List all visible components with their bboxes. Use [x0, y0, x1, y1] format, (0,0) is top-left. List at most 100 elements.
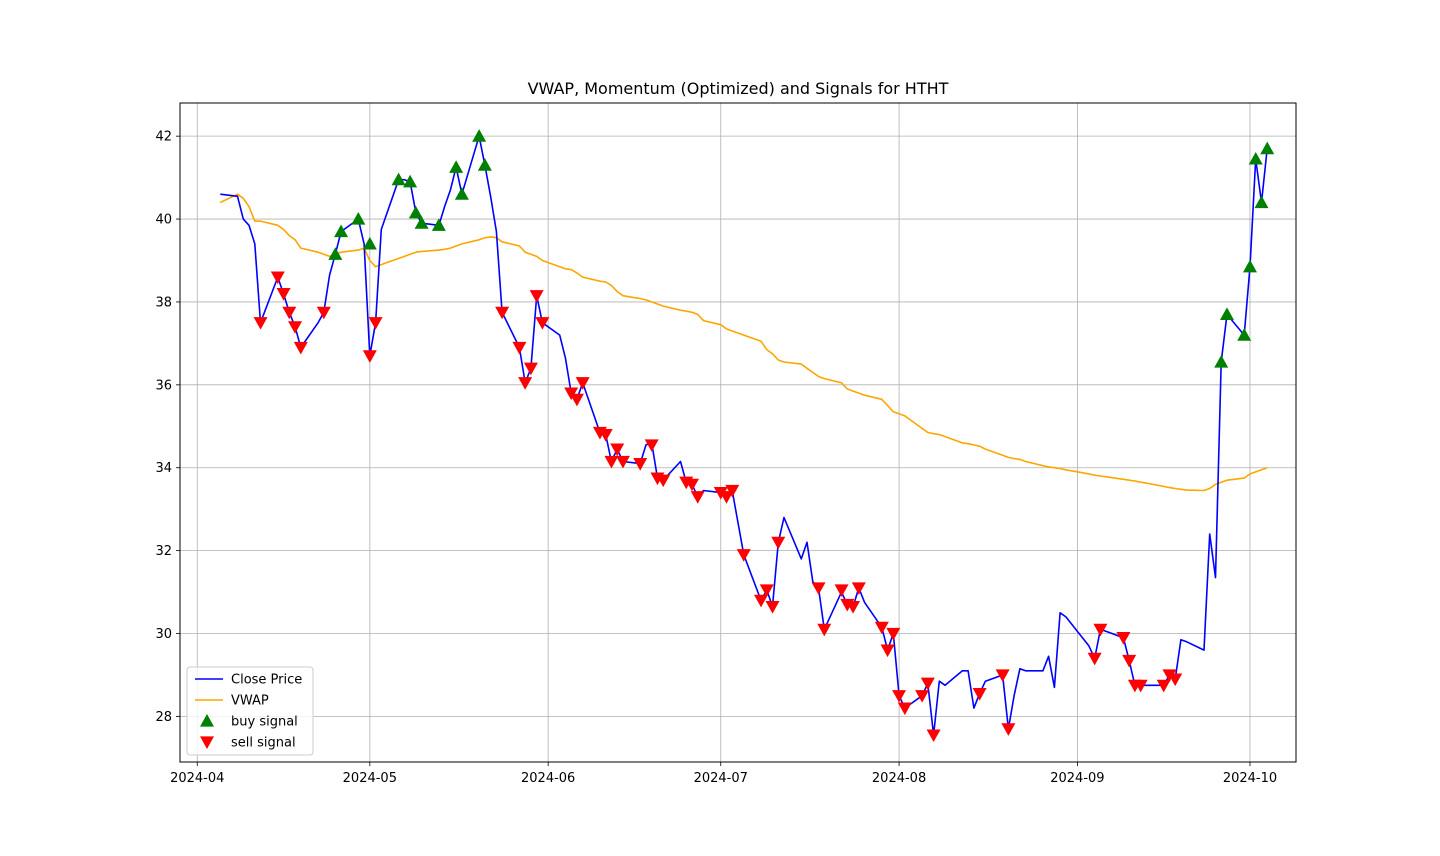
sell-signal-marker	[684, 478, 699, 492]
sell-signal-marker	[759, 584, 774, 597]
chart-title: VWAP, Momentum (Optimized) and Signals f…	[528, 79, 949, 98]
buy-signal-marker	[403, 174, 418, 188]
sell-signal-marker	[1122, 654, 1137, 668]
y-tick-label: 36	[155, 378, 172, 393]
sell-signal-marker	[897, 702, 912, 716]
y-tick-label: 42	[155, 130, 172, 145]
sell-signal-marker	[615, 455, 630, 469]
grid	[180, 103, 1296, 762]
buy-signal-marker	[1237, 328, 1252, 341]
buy-signal-marker	[477, 158, 492, 171]
sell-signal-marker	[771, 536, 786, 550]
x-tick-label: 2024-08	[872, 771, 926, 786]
sell-signal-marker	[972, 688, 987, 701]
sell-signal-marker	[846, 600, 861, 614]
sell-signal-marker	[575, 377, 590, 390]
signal-markers	[253, 129, 1275, 743]
buy-signal-marker	[1260, 141, 1275, 155]
x-tick-label: 2024-05	[343, 771, 397, 786]
sell-signal-marker	[725, 484, 740, 498]
sell-signal-marker	[656, 474, 671, 488]
sell-signal-marker	[288, 321, 303, 334]
buy-signal-marker	[351, 212, 366, 225]
buy-signal-marker	[1214, 355, 1229, 368]
y-tick-label: 38	[155, 295, 172, 310]
buy-signal-marker	[362, 236, 377, 250]
sell-signal-marker	[270, 271, 285, 285]
sell-signal-marker	[512, 341, 527, 355]
sell-signal-marker	[1133, 679, 1148, 693]
legend-label: sell signal	[231, 736, 296, 751]
sell-signal-marker	[920, 677, 935, 691]
buy-signal-marker	[334, 224, 349, 238]
sell-signal-marker	[690, 491, 705, 504]
buy-signal-marker	[408, 205, 423, 219]
y-tick-label: 34	[155, 461, 172, 476]
sell-signal-marker	[529, 290, 544, 303]
sell-signal-marker	[598, 428, 613, 442]
buy-signal-marker	[1219, 307, 1234, 320]
sell-signal-marker	[880, 644, 895, 658]
x-tick-label: 2024-06	[521, 771, 575, 786]
sell-signal-marker	[765, 600, 780, 614]
sell-signal-marker	[518, 377, 533, 390]
sell-signal-marker	[276, 288, 291, 301]
sell-signal-marker	[811, 582, 826, 595]
sell-signal-marker	[834, 584, 849, 597]
sell-signal-marker	[253, 317, 268, 330]
sell-signal-marker	[604, 455, 619, 469]
sell-signal-marker	[1156, 679, 1171, 693]
buy-signal-marker	[431, 218, 446, 231]
sell-signal-marker	[995, 669, 1010, 682]
sell-signal-marker	[644, 439, 659, 452]
y-tick-label: 32	[155, 544, 172, 559]
y-axis: 28 30 32 34 36 38 40 42	[155, 130, 180, 725]
sell-signal-marker	[874, 621, 889, 635]
sell-signal-marker	[1001, 723, 1016, 736]
buy-signal-marker	[454, 187, 469, 200]
sell-signal-marker	[1093, 623, 1108, 637]
sell-signal-marker	[886, 627, 901, 641]
legend-sell-swatch	[200, 736, 214, 749]
y-tick-label: 30	[155, 627, 172, 642]
sell-signal-marker	[316, 306, 331, 320]
legend-box	[186, 666, 314, 756]
legend-buy-swatch	[200, 714, 214, 727]
sell-signal-marker	[569, 393, 584, 407]
sell-signal-marker	[736, 549, 751, 562]
sell-signal-marker	[1116, 632, 1131, 645]
plot-area	[180, 103, 1296, 762]
legend-label: buy signal	[231, 715, 298, 730]
sell-signal-marker	[535, 317, 550, 330]
sell-signal-marker	[362, 350, 377, 363]
x-axis: 2024-04 2024-05 2024-06 2024-07 2024-08 2024-…	[170, 762, 1277, 786]
sell-signal-marker	[523, 362, 538, 376]
buy-signal-marker	[472, 129, 487, 142]
sell-signal-marker	[817, 623, 832, 637]
sell-signal-marker	[1087, 652, 1102, 666]
sell-signal-marker	[915, 690, 930, 703]
x-tick-label: 2024-09	[1050, 771, 1104, 786]
buy-signal-marker	[328, 247, 343, 260]
x-tick-label: 2024-10	[1223, 771, 1277, 786]
buy-signal-marker	[1242, 259, 1257, 273]
sell-signal-marker	[495, 306, 510, 320]
legend: Close Price VWAP buy signal sell signal	[186, 666, 314, 756]
sell-signal-marker	[368, 317, 383, 330]
x-tick-label: 2024-07	[694, 771, 748, 786]
legend-label: Close Price	[231, 673, 302, 688]
sell-signal-marker	[926, 729, 941, 743]
buy-signal-marker	[391, 172, 406, 186]
buy-signal-marker	[1248, 151, 1263, 165]
legend-label: VWAP	[231, 694, 269, 709]
sell-signal-marker	[719, 491, 734, 504]
x-tick-label: 2024-04	[170, 771, 224, 786]
sell-signal-marker	[892, 690, 907, 703]
sell-signal-marker	[754, 594, 769, 608]
sell-signal-marker	[851, 582, 866, 595]
sell-signal-marker	[1168, 673, 1183, 687]
buy-signal-marker	[449, 160, 464, 173]
buy-signal-marker	[1254, 195, 1269, 209]
sell-signal-marker	[282, 306, 297, 320]
